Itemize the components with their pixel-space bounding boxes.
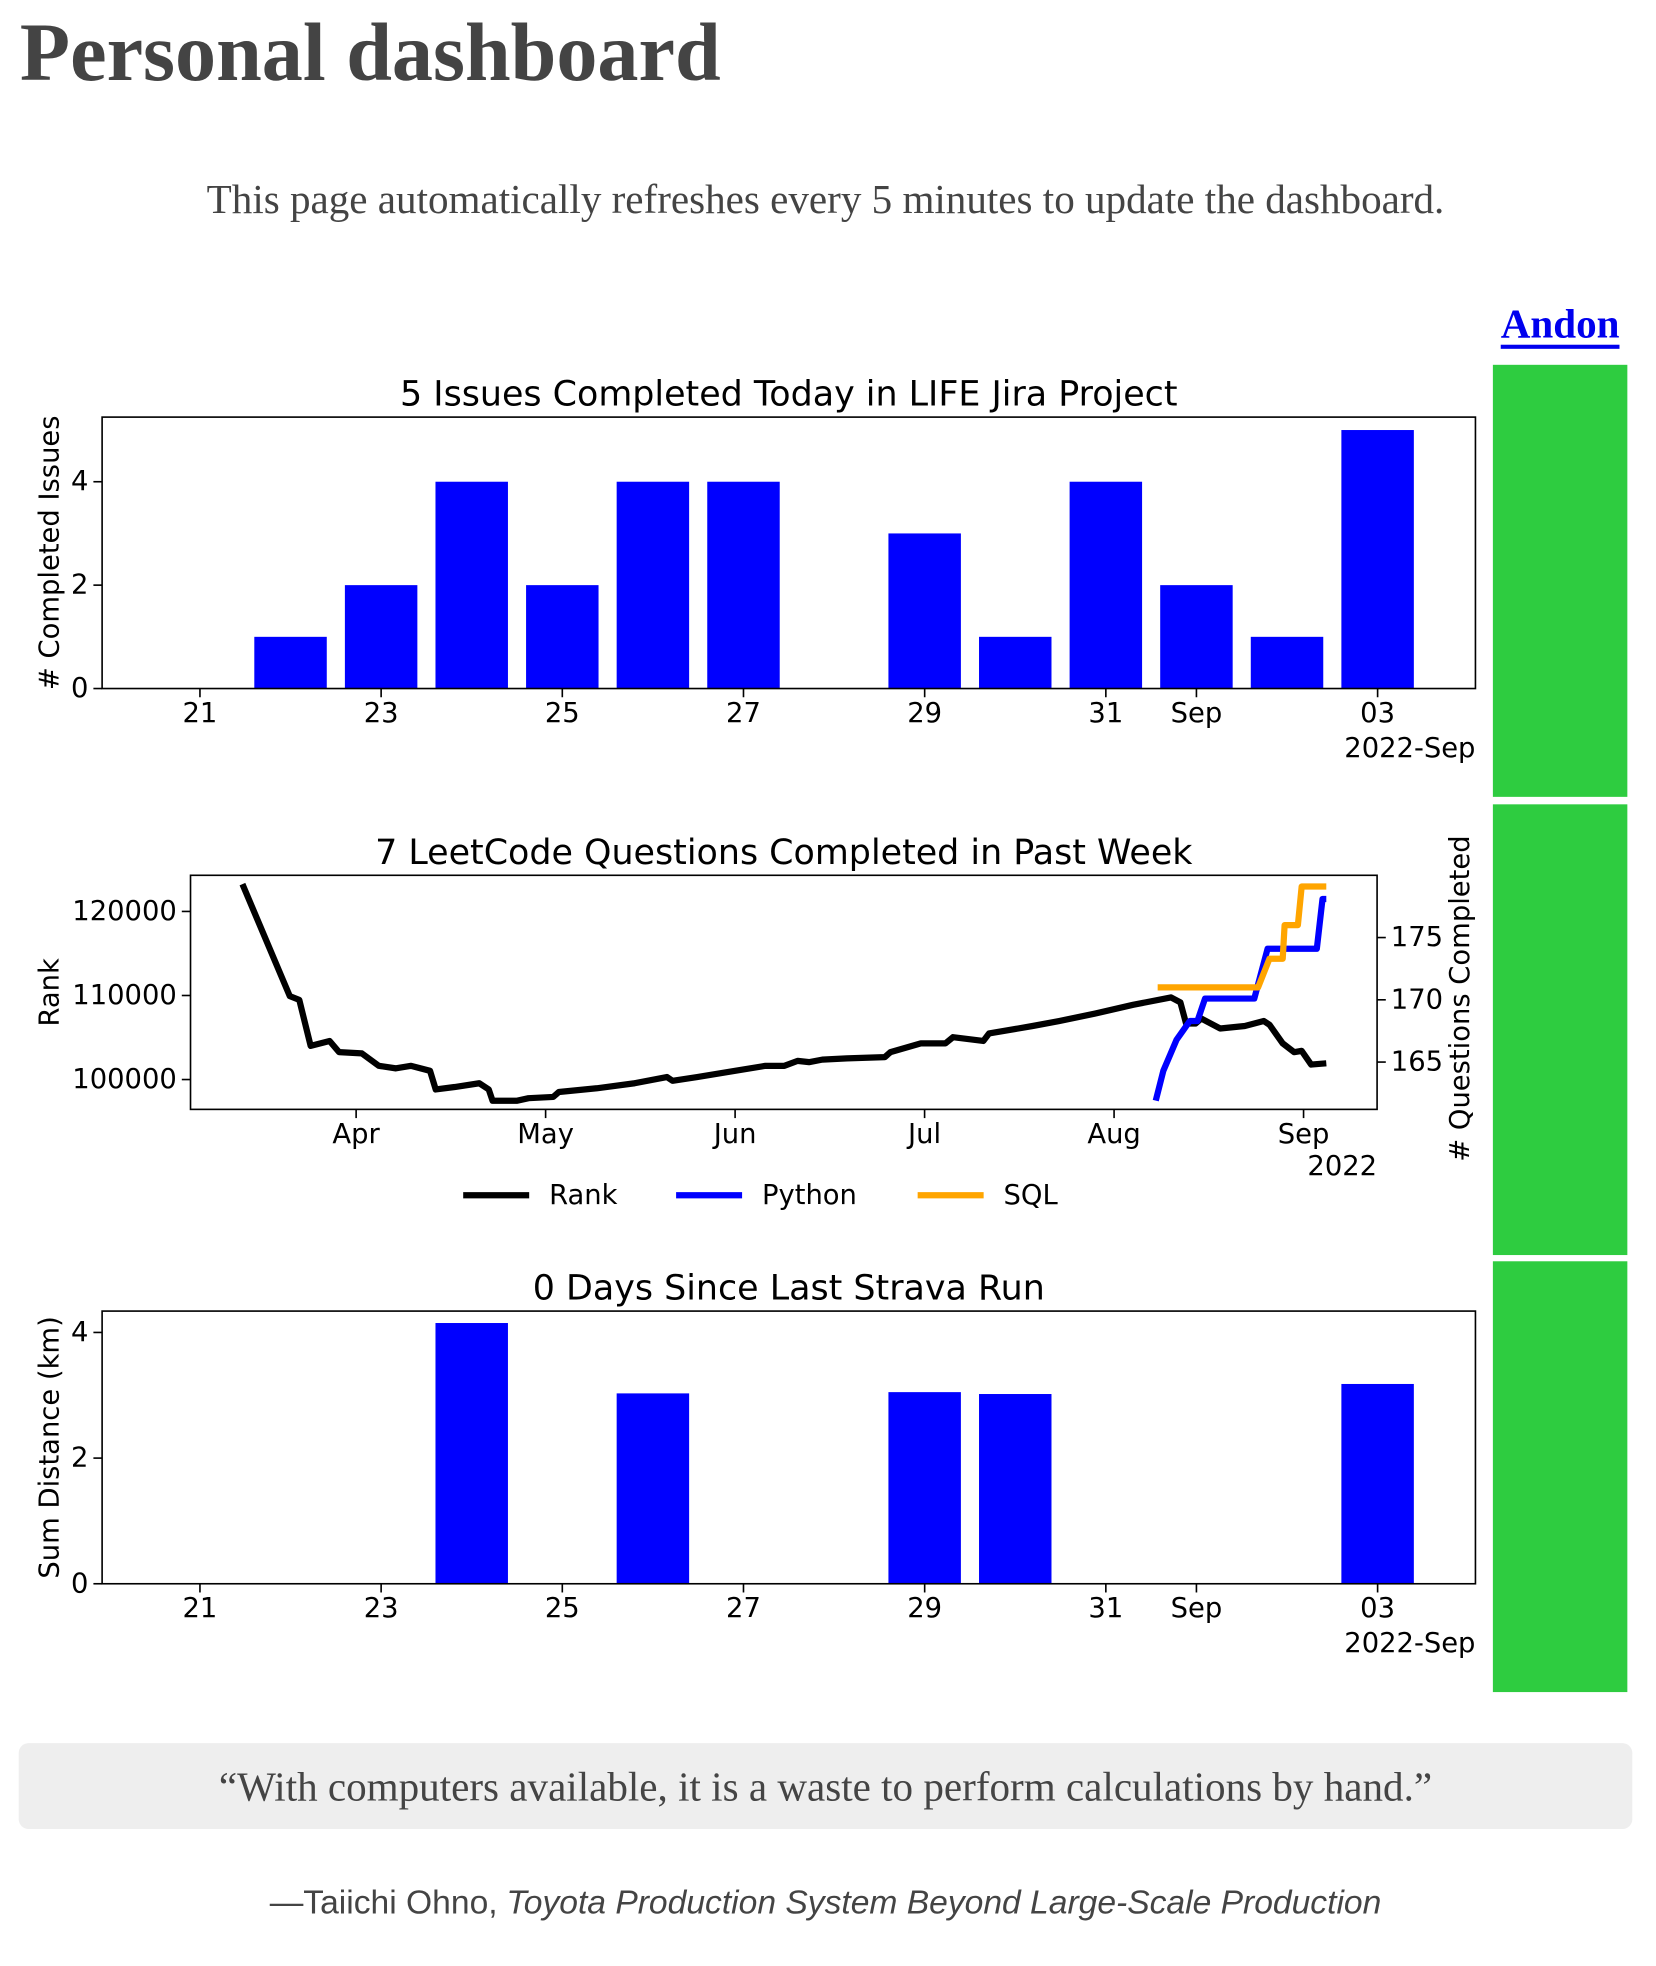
x-tick-label: 31 — [1088, 1593, 1123, 1624]
bar — [1250, 636, 1324, 689]
x-tick-label: May — [517, 1119, 574, 1150]
y-tick-label: 120000 — [72, 896, 177, 927]
bar — [888, 1392, 961, 1584]
legend-label: SQL — [1004, 1180, 1059, 1211]
x-tick-label: 29 — [907, 698, 942, 729]
bar — [1341, 430, 1414, 689]
subtitle: This page automatically refreshes every … — [207, 176, 1445, 222]
x-tick-label: Aug — [1087, 1119, 1140, 1150]
x-tick-label: Jun — [712, 1119, 757, 1150]
y-tick-label: 0 — [71, 673, 88, 704]
y-tick-label: 0 — [71, 1568, 88, 1599]
chart-title: 5 Issues Completed Today in LIFE Jira Pr… — [400, 375, 1177, 415]
y-tick-label: 2 — [71, 1443, 88, 1474]
y2-tick-label: 170 — [1391, 984, 1443, 1015]
bar — [1341, 1383, 1414, 1584]
quote-text: “With computers available, it is a waste… — [219, 1764, 1432, 1810]
legend-label: Python — [762, 1180, 857, 1211]
andon-status — [1492, 804, 1628, 1256]
x-tick-label: 27 — [726, 698, 761, 729]
x-offset-label: 2022-Sep — [1344, 733, 1475, 764]
series-line — [1152, 895, 1327, 1102]
x-tick-label: Jul — [906, 1119, 941, 1150]
y-axis-label: Sum Distance (km) — [34, 1316, 65, 1578]
quote-author: —Taiichi Ohno, — [270, 1884, 498, 1921]
x-tick-label: 21 — [183, 1593, 218, 1624]
y-tick-label: 100000 — [72, 1064, 177, 1095]
y-axis-label: Rank — [34, 958, 65, 1027]
chart-title: 7 LeetCode Questions Completed in Past W… — [375, 833, 1193, 873]
y-tick-label: 4 — [71, 1317, 88, 1348]
chart-title: 0 Days Since Last Strava Run — [533, 1269, 1045, 1309]
x-tick-label: 23 — [364, 1593, 399, 1624]
bar — [707, 481, 780, 689]
y2-tick-label: 175 — [1391, 922, 1443, 953]
bar — [616, 1393, 690, 1584]
bar — [435, 481, 508, 689]
quote-source: Toyota Production System Beyond Large-Sc… — [506, 1884, 1381, 1921]
bar — [1069, 481, 1143, 689]
page-title: Personal dashboard — [20, 7, 721, 98]
plot-frame — [101, 1310, 1477, 1585]
y-tick-label: 110000 — [72, 980, 177, 1011]
x-tick-label: 03 — [1360, 1593, 1395, 1624]
x-tick-label: 21 — [183, 698, 218, 729]
andon-status — [1492, 1261, 1628, 1693]
plot-frame — [101, 416, 1477, 690]
x-tick-label: 03 — [1360, 698, 1395, 729]
plot-frame — [189, 874, 1378, 1111]
bar — [526, 585, 599, 689]
y2-axis-label: # Questions Completed — [1445, 835, 1476, 1161]
x-tick-label: Apr — [332, 1119, 380, 1150]
bar — [979, 636, 1052, 689]
x-offset-label: 2022-Sep — [1344, 1628, 1475, 1659]
x-tick-label: 25 — [545, 698, 580, 729]
x-tick-label: Sep — [1171, 1593, 1223, 1624]
x-tick-label: 23 — [364, 698, 399, 729]
x-tick-label: Sep — [1278, 1119, 1330, 1150]
legend-label: Rank — [549, 1180, 618, 1211]
y2-tick-label: 165 — [1391, 1047, 1443, 1078]
x-offset-label: 2022 — [1307, 1151, 1377, 1182]
bar — [979, 1394, 1052, 1584]
x-tick-label: 27 — [726, 1593, 761, 1624]
quote-attribution: —Taiichi Ohno, Toyota Production System B… — [270, 1884, 1382, 1921]
quote-box — [18, 1743, 1633, 1830]
x-tick-label: 25 — [545, 1593, 580, 1624]
bar — [254, 636, 327, 689]
y-tick-label: 2 — [71, 570, 88, 601]
x-tick-label: 31 — [1088, 698, 1123, 729]
y-tick-label: 4 — [71, 466, 88, 497]
x-tick-label: 29 — [907, 1593, 942, 1624]
andon-link[interactable]: Andon — [1501, 301, 1620, 347]
bar — [435, 1323, 508, 1584]
y-axis-label: # Completed Issues — [34, 415, 65, 690]
andon-status — [1492, 364, 1628, 797]
bar — [344, 585, 418, 689]
bar — [616, 481, 690, 689]
series-line — [1157, 883, 1327, 991]
bar — [888, 533, 961, 689]
x-tick-label: Sep — [1171, 698, 1223, 729]
bar — [1160, 585, 1233, 689]
